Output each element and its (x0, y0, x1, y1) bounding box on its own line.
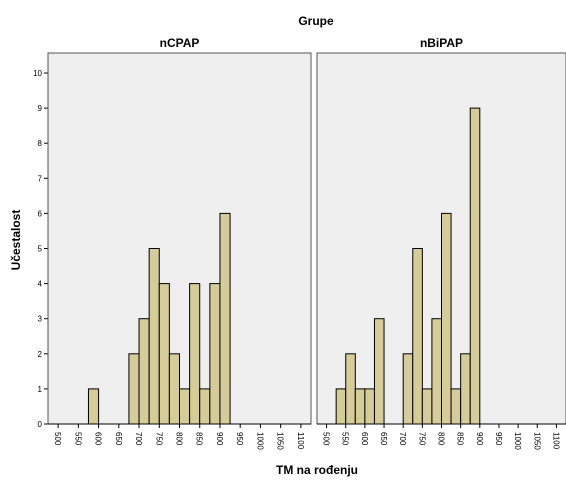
x-tick-label: 800 (175, 432, 184, 446)
histogram-bar (441, 212, 452, 425)
x-tick-label: 500 (322, 432, 331, 446)
x-tick-label: 550 (341, 432, 350, 446)
histogram-bar (402, 353, 414, 425)
y-tick-label: 8 (38, 139, 43, 148)
histogram-bar (158, 283, 170, 425)
x-tick-label: 550 (73, 432, 82, 446)
panel-nbipap: nBiPAP 500 550 600 650 700 750 800 850 900 950 1000… (316, 36, 566, 450)
y-tick-label: 2 (38, 350, 43, 359)
histogram-bar (412, 248, 423, 425)
x-tick-label: 900 (215, 432, 224, 446)
histogram-bar (168, 353, 180, 425)
x-tick-label: 1100 (551, 432, 560, 450)
y-tick-label: 6 (38, 209, 43, 218)
histogram-bar (189, 283, 201, 425)
histogram-bar (138, 318, 150, 425)
x-tick-label: 1100 (296, 432, 305, 450)
histogram-bar (354, 388, 366, 425)
x-tick-label: 700 (134, 432, 143, 446)
y-axis: 0 1 2 3 4 5 6 7 8 9 10 (33, 53, 49, 429)
x-tick-label: 900 (475, 432, 484, 446)
histogram-bar (431, 318, 442, 425)
x-tick-label: 700 (398, 432, 407, 446)
y-tick-label: 7 (38, 174, 43, 183)
x-tick-label: 800 (437, 432, 446, 446)
x-axis-label: TM na rođenju (276, 463, 358, 477)
x-tick-label: 600 (94, 432, 103, 446)
x-tick-label: 950 (235, 432, 244, 446)
histogram-bar (421, 388, 433, 425)
histogram-bar (335, 388, 347, 425)
x-tick-label: 850 (456, 432, 465, 446)
histogram-bar (128, 353, 140, 425)
x-tick-label: 1000 (513, 432, 522, 450)
histogram-bar (148, 248, 160, 425)
y-tick-label: 1 (38, 385, 43, 394)
y-tick-label: 5 (38, 245, 43, 254)
histogram-bar (345, 353, 356, 425)
x-tick-label: 750 (154, 432, 163, 446)
histogram-bar (209, 283, 221, 425)
x-tick-label: 1050 (532, 432, 541, 450)
histogram-bar (373, 318, 385, 425)
x-tick-label: 600 (360, 432, 369, 446)
x-tick-label: 1050 (276, 432, 285, 450)
chart-title: Grupe (298, 14, 334, 28)
y-axis-label: Učestalost (9, 210, 23, 271)
x-tick-label: 650 (114, 432, 123, 446)
y-tick-label: 9 (38, 104, 43, 113)
histogram-bar (179, 388, 191, 425)
panel-title: nBiPAP (420, 36, 463, 50)
x-tick-label: 500 (53, 432, 62, 446)
y-tick-label: 0 (38, 420, 43, 429)
x-tick-label: 850 (195, 432, 204, 446)
histogram-bar (87, 388, 100, 425)
histogram-bar (469, 107, 481, 425)
histogram-bar (199, 388, 211, 425)
x-tick-label: 650 (379, 432, 388, 446)
histogram-bar (450, 388, 462, 425)
x-tick-label: 1000 (255, 432, 264, 450)
panel-ncpap: nCPAP 500 550 600 650 700 750 800 850 900 950 1000 1… (47, 36, 312, 450)
histogram-bar (460, 353, 471, 425)
y-tick-label: 10 (33, 69, 42, 78)
histogram-bar (219, 212, 231, 425)
x-tick-label: 950 (494, 432, 503, 446)
panels: nCPAP 500 550 600 650 700 750 800 850 900 950 1000 1… (47, 36, 566, 450)
y-tick-label: 4 (38, 280, 43, 289)
x-tick-label: 750 (417, 432, 426, 446)
panel-title: nCPAP (160, 36, 200, 50)
histogram-bar (364, 388, 375, 425)
y-tick-label: 3 (38, 315, 43, 324)
